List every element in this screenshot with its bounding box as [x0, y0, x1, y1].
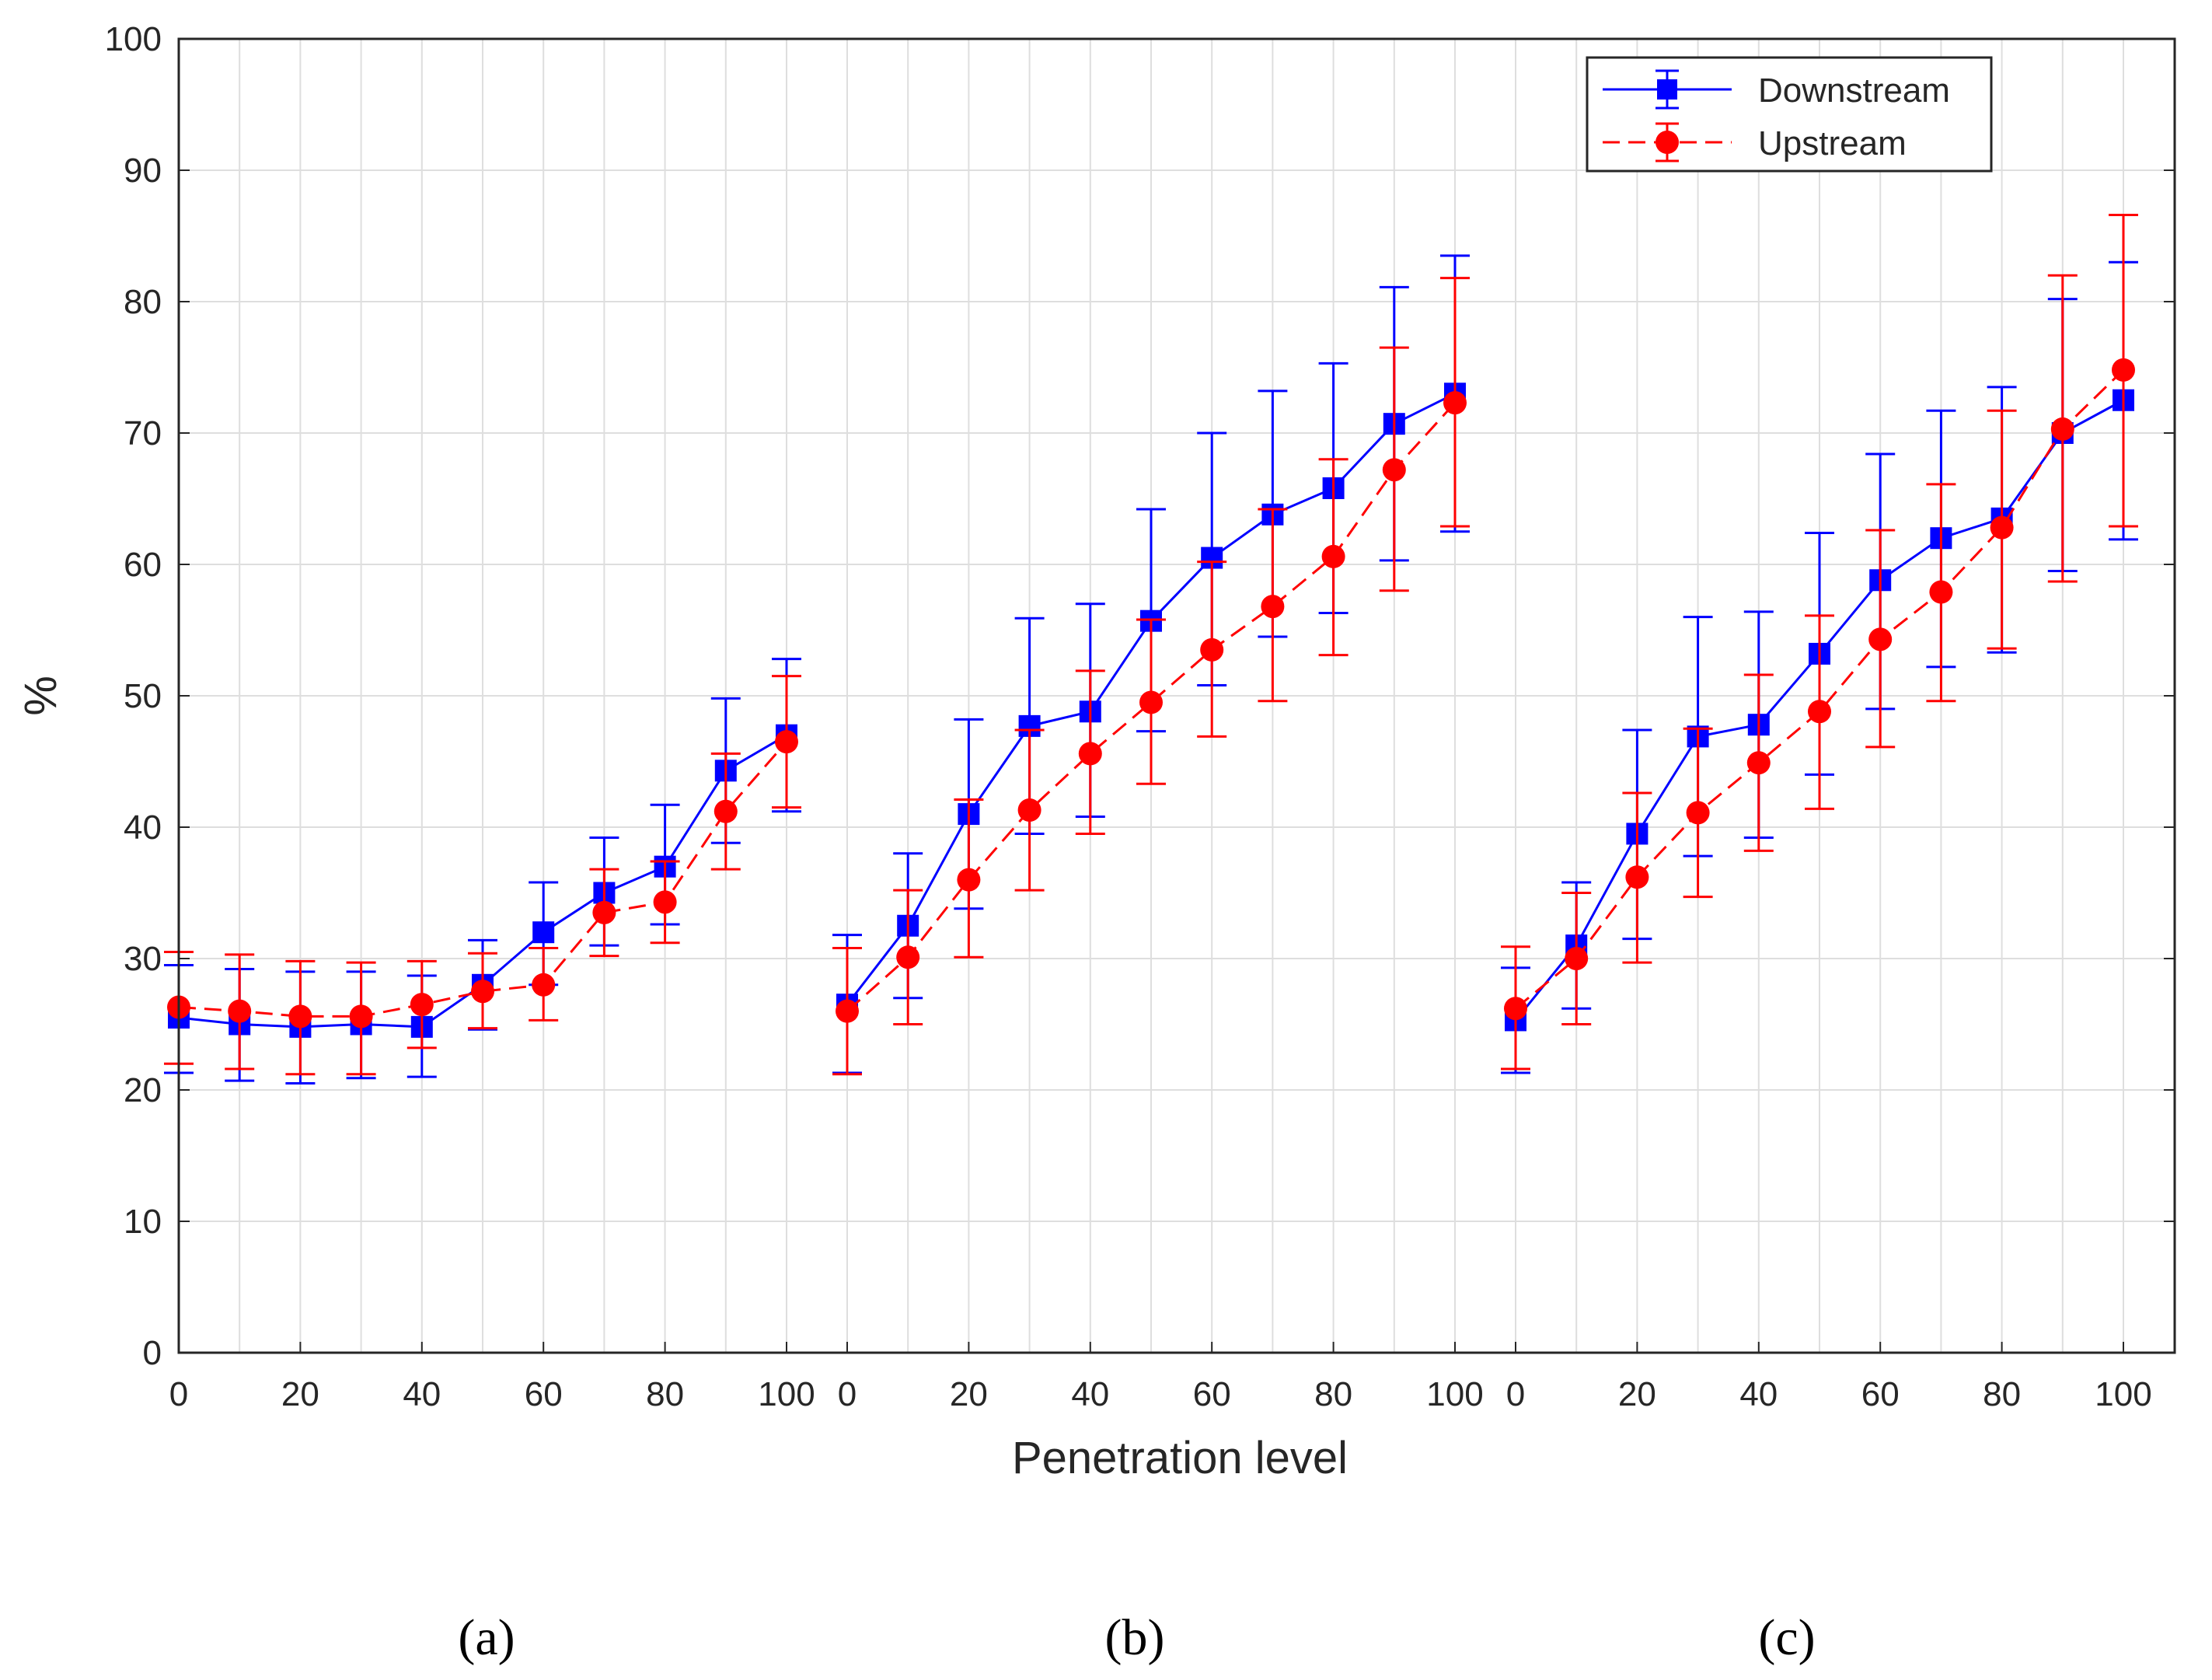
series-upstream-panel-2: [832, 277, 1470, 1076]
upstream-point: [957, 868, 981, 892]
upstream-point: [1443, 391, 1467, 415]
upstream-point: [532, 973, 556, 997]
upstream-point: [1990, 515, 2014, 540]
legend-upstream-label: Upstream: [1758, 124, 1907, 162]
y-tick-label: 100: [105, 20, 162, 58]
downstream-point: [532, 921, 555, 944]
x-tick-label: 80: [646, 1375, 684, 1413]
upstream-point: [1139, 690, 1163, 714]
tick-labels: 0 10 20 30 40 50 60 70 80 90 100 0 20 40 60 80 100 0 20 40 6…: [105, 20, 2175, 1413]
x-tick-label: 40: [1071, 1375, 1109, 1413]
y-tick-label: 80: [124, 283, 162, 321]
legend-upstream-marker: [1656, 131, 1679, 154]
y-tick-label: 60: [124, 546, 162, 584]
y-tick-label: 10: [124, 1203, 162, 1241]
x-tick-label: 40: [403, 1375, 441, 1413]
upstream-point: [775, 730, 798, 754]
x-axis-title: Penetration level: [1012, 1433, 1348, 1483]
x-tick-label: 20: [281, 1375, 319, 1413]
upstream-point: [471, 980, 494, 1004]
upstream-point: [1504, 997, 1527, 1021]
panel-label-c: (c): [1758, 1609, 1815, 1666]
upstream-point: [288, 1004, 312, 1029]
upstream-point: [1017, 798, 1041, 823]
y-tick-label: 0: [143, 1334, 162, 1372]
x-tick-label: 80: [1314, 1375, 1352, 1413]
upstream-point: [1808, 700, 1831, 724]
upstream-point: [2050, 417, 2074, 441]
x-tick-label: 0: [169, 1375, 188, 1413]
legend-downstream-marker: [1657, 79, 1677, 100]
x-tick-label: 0: [838, 1375, 857, 1413]
upstream-point: [896, 945, 920, 969]
upstream-point: [1078, 742, 1102, 766]
legend-downstream-label: Downstream: [1758, 72, 1950, 110]
upstream-point: [228, 999, 252, 1023]
x-tick-label: 40: [1739, 1375, 1778, 1413]
x-tick-label: 100: [758, 1375, 815, 1413]
upstream-point: [2112, 358, 2135, 382]
upstream-point: [592, 900, 616, 924]
series-layer: [164, 213, 2138, 1085]
x-tick-label: 60: [1193, 1375, 1231, 1413]
x-tick-label: 0: [1506, 1375, 1525, 1413]
y-tick-label: 90: [124, 152, 162, 190]
upstream-point: [1929, 580, 1953, 604]
upstream-point: [1868, 627, 1893, 651]
series-upstream-panel-3: [1501, 213, 2138, 1071]
upstream-point: [1382, 458, 1406, 482]
x-tick-label: 100: [1426, 1375, 1483, 1413]
upstream-point: [1200, 637, 1224, 662]
upstream-point: [1321, 544, 1345, 568]
upstream-point: [1686, 801, 1710, 825]
upstream-point: [653, 890, 677, 914]
y-tick-label: 70: [124, 414, 162, 452]
upstream-point: [1625, 865, 1649, 889]
upstream-point: [349, 1004, 373, 1029]
y-tick-label: 40: [124, 809, 162, 847]
upstream-point: [410, 993, 434, 1017]
upstream-point: [1261, 595, 1285, 619]
x-tick-label: 20: [950, 1375, 988, 1413]
x-tick-label: 20: [1618, 1375, 1656, 1413]
x-tick-label: 100: [2095, 1375, 2151, 1413]
upstream-point: [836, 999, 859, 1023]
y-tick-label: 20: [124, 1071, 162, 1109]
upstream-point: [713, 799, 738, 823]
y-axis-title: %: [16, 676, 66, 716]
x-tick-label: 60: [1861, 1375, 1900, 1413]
legend: Downstream Upstream: [1586, 56, 1993, 173]
series-upstream-panel-1: [164, 675, 801, 1076]
y-tick-label: 30: [124, 940, 162, 978]
panel-label-b: (b): [1105, 1609, 1165, 1666]
legend-box: [1586, 56, 1993, 173]
upstream-point: [1565, 947, 1589, 970]
x-tick-label: 80: [1983, 1375, 2021, 1413]
y-tick-label: 50: [124, 677, 162, 715]
upstream-point: [1746, 751, 1771, 775]
upstream-line: [846, 402, 1457, 1012]
panel-label-a: (a): [458, 1609, 515, 1666]
x-tick-label: 60: [525, 1375, 563, 1413]
